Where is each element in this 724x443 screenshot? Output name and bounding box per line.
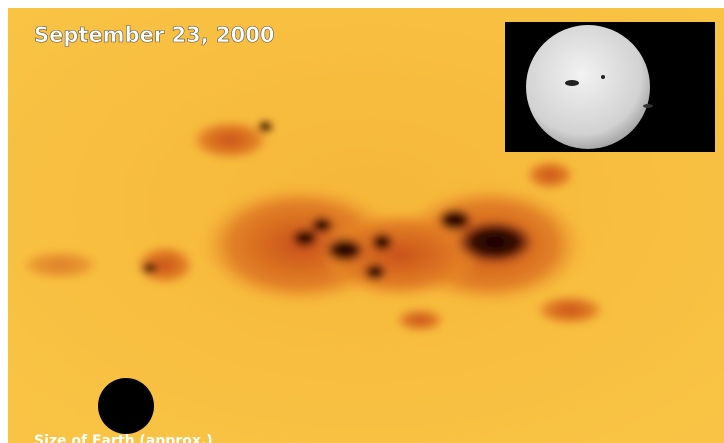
sunspot-group bbox=[20, 120, 605, 332]
full-sun-inset bbox=[505, 22, 715, 152]
date-label: September 23, 2000 bbox=[34, 23, 274, 47]
earth-caption: Size of Earth (approx.) bbox=[34, 433, 213, 443]
earth-size-marker bbox=[98, 378, 154, 434]
